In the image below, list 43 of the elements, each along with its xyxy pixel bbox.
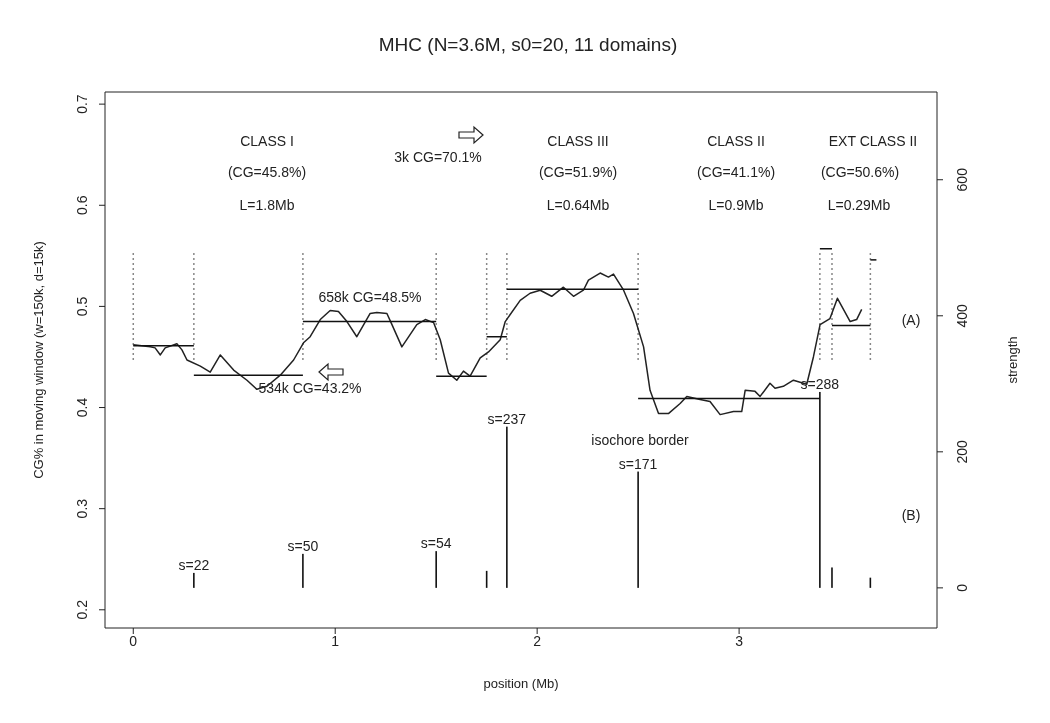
x-axis-title: position (Mb) xyxy=(482,676,560,691)
line-series xyxy=(132,272,863,416)
y2-axis-title: strength xyxy=(1004,336,1020,384)
x-tick-label: 2 xyxy=(533,632,542,649)
annotation: (CG=41.1%) xyxy=(696,164,776,180)
annotation: L=0.9Mb xyxy=(708,197,764,213)
y2-tick-label: 200 xyxy=(954,439,970,464)
data-label: s=22 xyxy=(178,556,210,573)
y2-tick-label: 600 xyxy=(954,167,970,192)
annotation: CLASS II xyxy=(707,133,765,149)
data-label: s=54 xyxy=(420,535,452,552)
y-tick-label: 0.5 xyxy=(74,296,90,317)
chart-title: MHC (N=3.6M, s0=20, 11 domains) xyxy=(377,34,679,56)
x-tick-label: 1 xyxy=(331,632,340,649)
y2-tick-label: 400 xyxy=(954,303,970,328)
data-label: s=237 xyxy=(487,410,527,427)
y-tick-label: 0.4 xyxy=(74,397,90,418)
data-label: s=288 xyxy=(800,375,840,392)
annotation: EXT CLASS II xyxy=(828,133,918,149)
annotation: (CG=51.9%) xyxy=(538,164,618,180)
annotation: (CG=45.8%) xyxy=(227,164,307,180)
annotation: (B) xyxy=(901,507,921,523)
annotation: (CG=50.6%) xyxy=(820,164,900,180)
annotation: (A) xyxy=(901,312,921,328)
y-tick-label: 0.3 xyxy=(74,498,90,519)
annotation: CLASS I xyxy=(240,133,294,149)
annotation: L=0.64Mb xyxy=(546,197,610,213)
annotation: 658k CG=48.5% xyxy=(318,289,422,305)
y-axis-title: CG% in moving window (w=150k, d=15k) xyxy=(30,241,46,479)
data-label: s=50 xyxy=(287,537,319,554)
annotation: L=0.29Mb xyxy=(827,197,891,213)
annotation: 534k CG=43.2% xyxy=(258,380,362,396)
y-tick-label: 0.2 xyxy=(74,599,90,620)
data-label: s=171 xyxy=(618,455,658,472)
annotation: L=1.8Mb xyxy=(239,197,295,213)
x-tick-label: 3 xyxy=(735,632,744,649)
y-tick-label: 0.6 xyxy=(74,195,90,215)
y-tick-label: 0.7 xyxy=(74,94,90,114)
y2-tick-label: 0 xyxy=(954,583,970,592)
x-tick-label: 0 xyxy=(129,632,138,649)
annotation: isochore border xyxy=(591,432,689,448)
annotation: 3k CG=70.1% xyxy=(394,149,482,165)
annotation: CLASS III xyxy=(547,133,609,149)
